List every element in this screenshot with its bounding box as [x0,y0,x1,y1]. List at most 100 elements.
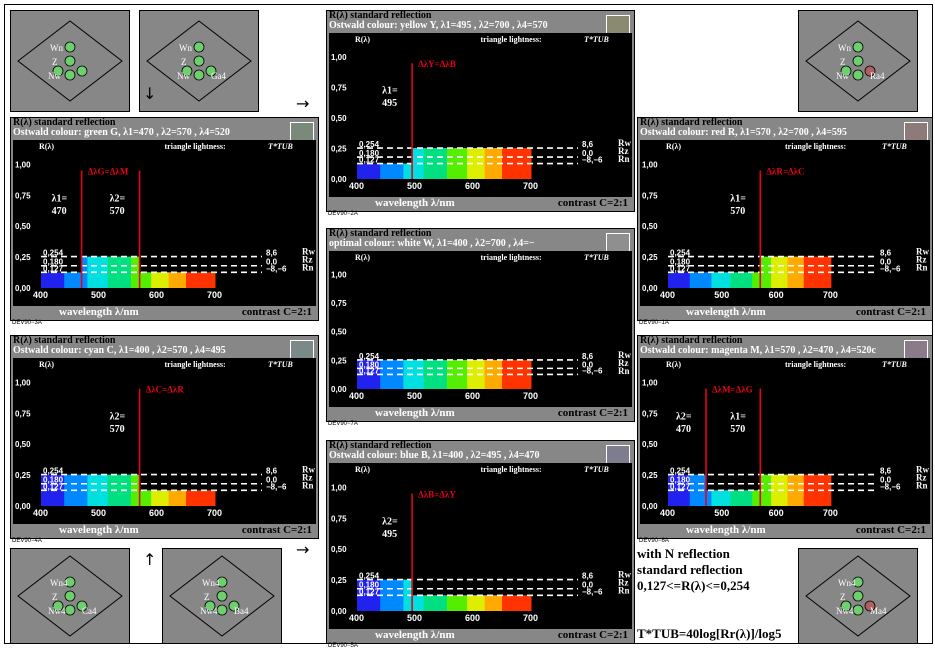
spectrum-band [41,272,45,288]
y-axis-label: R(λ) [355,465,370,474]
x-tick-label: 500 [91,290,106,300]
spectrum-band [394,359,399,389]
panel-title: R(λ) standard reflection [329,440,432,451]
contrast-label: contrast C=2:1 [855,306,926,318]
y-tick-label: 0,50 [15,222,31,231]
triangle-svg: Wn Z Nw Ga4 [146,20,252,102]
spectrum-band [435,595,439,611]
triangle-lightness-label: triangle lightness: [481,465,542,474]
spectrum-band [67,272,71,288]
spectrum-band [157,272,161,288]
x-axis-label: wavelength λ/nm [375,407,455,419]
spectrum-band [139,272,143,288]
y-tick-label: 0,00 [642,284,658,293]
right-value-label: −8,−6 [880,482,901,491]
node-dot [64,55,76,67]
y-tick-label: 0,75 [331,299,347,308]
spectrum-band [420,595,425,611]
spectrum-band [516,595,520,611]
triangle-label: Z [52,592,58,602]
spectrum-band [415,148,419,179]
triangle-label: Ra4 [870,71,885,81]
x-axis-label: wavelength λ/nm [375,629,455,641]
spectrum-band [43,272,48,288]
y-tick-label: 0,50 [331,328,347,337]
x-tick-label: 400 [660,508,675,518]
spectrum-band [441,595,445,611]
triangle-label: Wn [179,43,192,53]
spectrum-band [825,256,829,288]
arrow-down-icon: ↓ [143,84,157,103]
y-tick-label: 0,75 [15,409,31,418]
spectrum-band [825,474,829,506]
chart-plot-area: 0,254 8,6 0,180 0,0 0,127 −8,−6 1,00 0,75 0,50 0,… [640,140,930,306]
spectrum-band [142,272,146,288]
y-tick-label: 1,00 [15,160,31,169]
right-value-label: 8,6 [582,352,594,361]
node-dot [181,65,193,77]
spectrum-band [397,163,401,179]
spectrum-band [186,490,190,506]
spectrum-band [87,474,91,506]
triangle-lightness-label: triangle lightness: [165,360,226,369]
spectrum-band [116,256,120,288]
reflection-chart: 0,254 8,6 0,180 0,0 0,127 −8,−6 1,00 0,75 0,50 0,… [331,253,631,401]
panel-subtitle: Ostwald colour: cyan C, λ1=400 , λ2=570 … [13,345,226,356]
panel-code: DEV90−1A [639,320,669,326]
spectrum-band [415,359,419,389]
spectrum-band [714,490,718,506]
r-label: Rw [618,350,631,360]
spectrum-band [46,474,51,506]
spectrum-band [496,595,500,611]
lambda-value: 470 [676,424,691,435]
spectrum-band [719,490,723,506]
spectrum-band [695,272,699,288]
y-tick-label: 0,00 [331,385,347,394]
spectrum-band [525,359,529,389]
y-tick-label: 0,25 [15,471,31,480]
reflection-chart: 0,254 8,6 0,180 0,0 0,127 −8,−6 1,00 0,75 0,50 0,… [15,360,315,518]
spectrum-band [458,595,462,611]
delta-lambda-label: ΔλM=ΔλG [712,384,753,394]
spectrum-band [461,595,465,611]
spectrum-band [525,148,529,179]
spectrum-band [412,595,416,611]
spectrum-band [186,272,190,288]
level-label: 0,127 [43,482,64,491]
spectrum-band [446,595,451,611]
spectrum-band [714,272,718,288]
spectrum-band [484,595,488,611]
triangle-label: Nw4 [48,606,66,616]
x-tick-label: 700 [823,508,838,518]
triangle-label: Ba4 [234,606,249,616]
triangle-lightness-label: triangle lightness: [165,142,226,151]
spectrum-band [822,474,826,506]
panel-yellow: R(λ) standard reflection Ostwald colour: … [326,10,635,212]
x-tick-label: 400 [660,290,675,300]
spectrum-band [154,490,158,506]
triangle-lightness-label: triangle lightness: [785,360,846,369]
chart-plot-area: 0,254 8,6 0,180 0,0 0,127 −8,−6 1,00 0,75 0,50 0,… [640,358,930,524]
spectrum-band [371,359,375,389]
node-dot [76,65,88,77]
chart-plot-area: 0,254 8,6 0,180 0,0 0,127 −8,−6 1,00 0,75 0,50 0,… [329,463,632,629]
tub-label: T*TUB [584,253,610,262]
r-label: Rw [916,465,929,475]
node-dot [64,69,76,81]
spectrum-band [444,148,448,179]
r-label: Rz [302,255,313,265]
spectrum-band [145,490,149,506]
spectrum-band [87,256,91,288]
spectrum-band [730,272,734,288]
spectrum-band [403,359,407,389]
spectrum-band [359,163,364,179]
spectrum-band [795,474,799,506]
node-dot [52,65,64,77]
y-axis-label: R(λ) [355,35,370,44]
right-value-label: 0,0 [880,258,892,267]
node-dot [64,41,76,53]
triangle-lightness-label: triangle lightness: [481,35,542,44]
spectrum-band [803,474,807,506]
spectrum-band [716,272,721,288]
node-dot [864,600,876,612]
